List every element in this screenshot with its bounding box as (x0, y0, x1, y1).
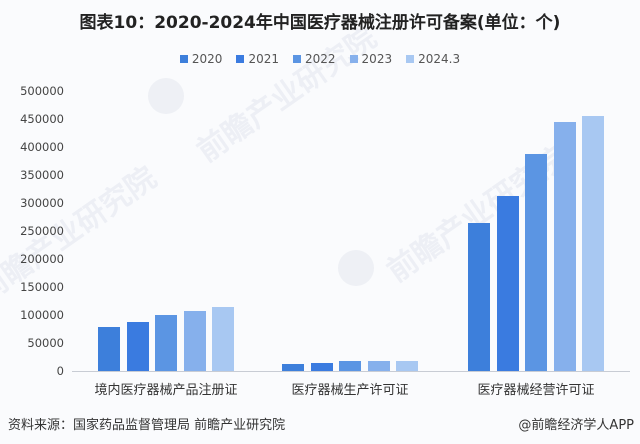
legend-swatch-icon (293, 55, 301, 63)
y-tick-label: 250000 (20, 224, 64, 238)
legend-label: 2024.3 (418, 52, 461, 66)
y-tick-label: 200000 (20, 252, 64, 266)
legend-item: 2022 (293, 52, 336, 66)
legend-item: 2020 (179, 52, 223, 66)
credit-note: @前瞻经济学人APP (518, 418, 634, 433)
y-tick-label: 400000 (20, 140, 64, 154)
legend-label: 2021 (248, 52, 279, 66)
legend-label: 2023 (361, 52, 393, 66)
source-note: 资料来源：国家药品监督管理局 前瞻产业研究院 (8, 418, 286, 433)
y-tick-label: 50000 (27, 336, 64, 350)
legend-label: 2020 (191, 52, 223, 66)
watermark-logo-icon (148, 78, 184, 114)
x-category-label: 境内医疗器械产品注册证 (94, 383, 238, 398)
bar-2024.3 (582, 116, 604, 371)
bar-2023 (367, 360, 390, 371)
bar-2021 (310, 363, 333, 371)
x-category-label: 医疗器械生产许可证 (291, 383, 409, 398)
bar-2023 (183, 311, 206, 371)
x-axis-line (72, 371, 630, 372)
bar-2024.3 (212, 307, 234, 371)
bar-2020 (468, 223, 490, 371)
watermark-logo-icon (338, 250, 374, 286)
y-tick-label: 100000 (20, 308, 64, 322)
y-tick-label: 450000 (20, 112, 64, 126)
bar-2022 (155, 315, 177, 371)
bar-2021 (496, 196, 519, 371)
bar-2022 (525, 154, 547, 371)
bar-2024.3 (396, 360, 418, 371)
bar-2020 (282, 363, 304, 371)
legend-label: 2022 (305, 52, 336, 66)
legend-item: 2024.3 (406, 52, 460, 66)
legend-swatch-icon (349, 55, 358, 63)
bar-2020 (98, 327, 120, 371)
bar-2021 (126, 322, 149, 371)
y-tick-label: 0 (56, 364, 64, 378)
legend-swatch-icon (179, 55, 188, 63)
watermark: 前瞻产业研究院 (190, 20, 384, 170)
bar-2022 (339, 360, 361, 371)
y-tick-label: 500000 (20, 84, 64, 98)
x-category-label: 医疗器械经营许可证 (477, 383, 595, 398)
legend-swatch-icon (236, 55, 245, 63)
legend-item: 2023 (349, 52, 393, 66)
legend: 2020 2021 2022 2023 2024.3 (0, 52, 640, 66)
bar-2023 (553, 122, 576, 371)
chart-title: 图表10：2020-2024年中国医疗器械注册许可备案(单位：个) (79, 13, 561, 33)
legend-swatch-icon (406, 55, 415, 63)
y-tick-label: 300000 (20, 196, 64, 210)
legend-item: 2021 (236, 52, 279, 66)
y-tick-label: 350000 (20, 168, 64, 182)
y-tick-label: 150000 (20, 280, 64, 294)
